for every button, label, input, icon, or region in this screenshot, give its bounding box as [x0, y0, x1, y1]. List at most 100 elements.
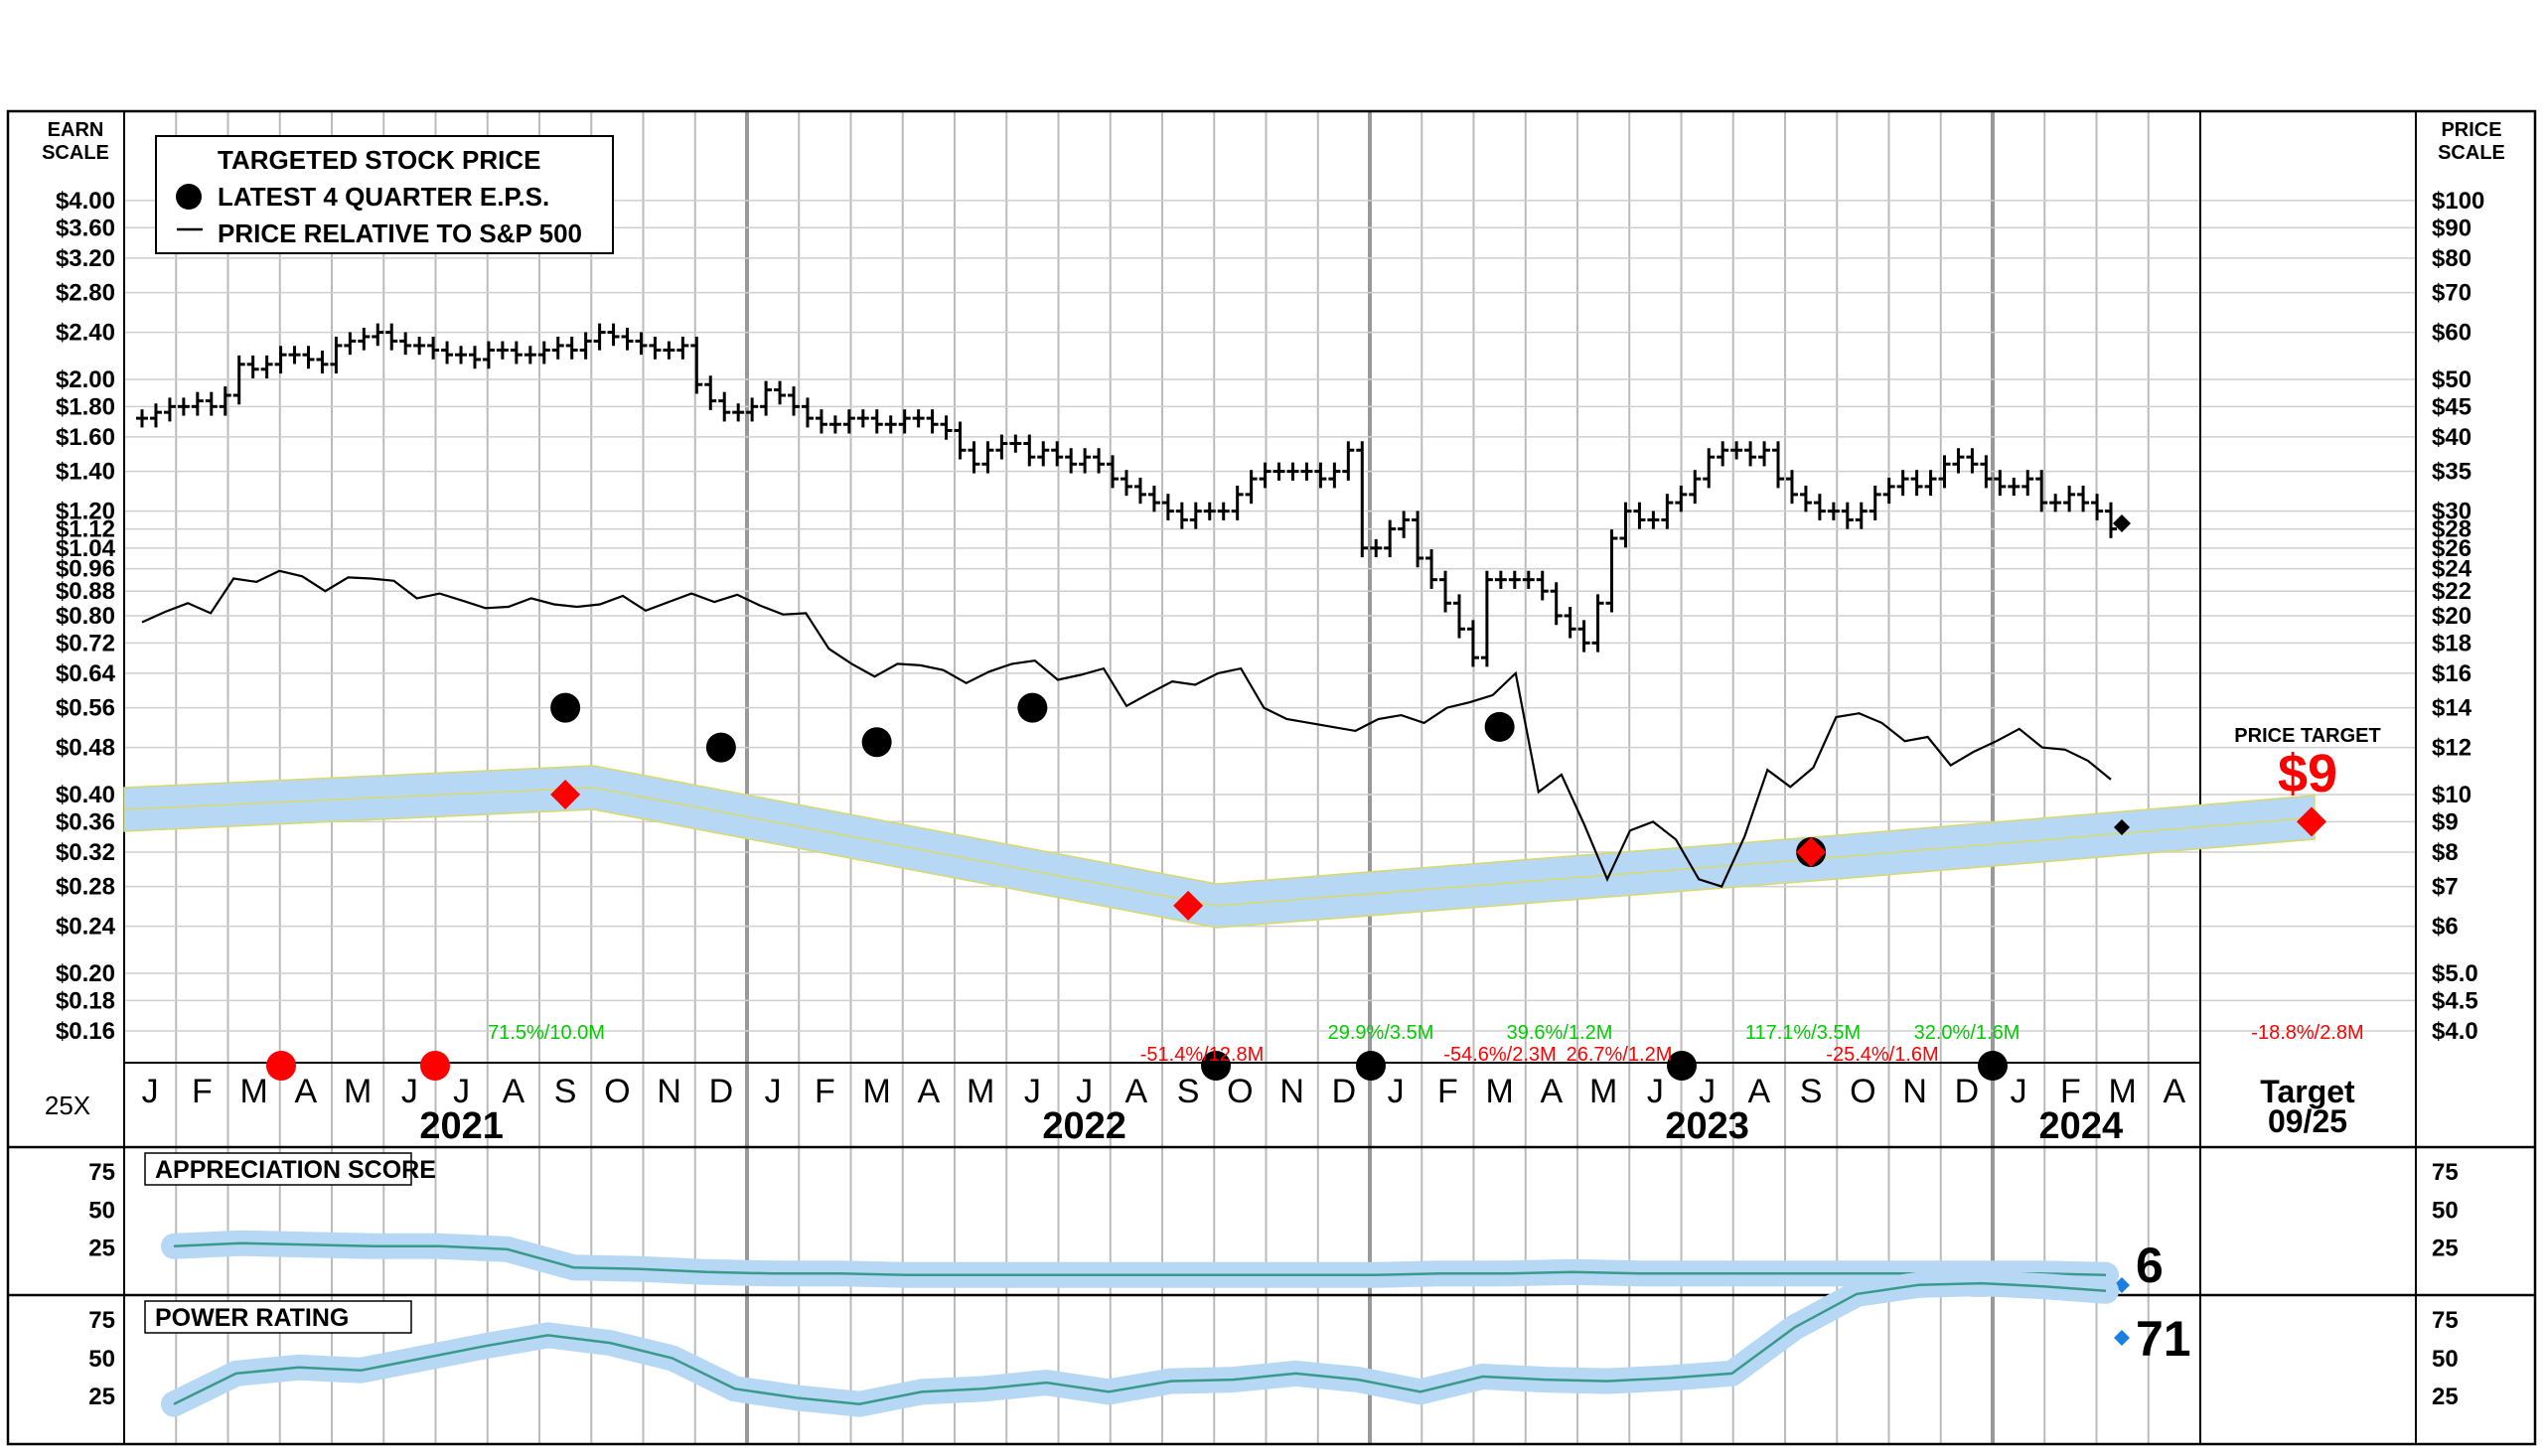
- annotation: -51.4%/12.8M: [1140, 1044, 1265, 1066]
- price-bar: [884, 415, 897, 434]
- earn-tick: $3.60: [56, 215, 115, 241]
- month-label: A: [2164, 1073, 2186, 1110]
- price-bar: [1121, 470, 1132, 497]
- price-bar: [302, 346, 315, 369]
- power-tick-left: 25: [88, 1383, 115, 1410]
- earn-tick: $2.00: [56, 366, 115, 393]
- price-bar: [1412, 510, 1424, 568]
- month-label: M: [1589, 1073, 1617, 1110]
- earn-tick: $0.96: [56, 556, 115, 583]
- annotation: -18.8%/2.8M: [2251, 1022, 2363, 1044]
- price-bar: [565, 336, 578, 360]
- annotation: -54.6%/2.3M: [1443, 1044, 1556, 1066]
- eps-circle: [1484, 711, 1515, 742]
- month-label: F: [2060, 1073, 2081, 1110]
- price-bar: [1203, 502, 1216, 520]
- target-label-1: Target: [2260, 1074, 2355, 1109]
- month-label: N: [1279, 1073, 1304, 1110]
- month-label: D: [1955, 1073, 1980, 1110]
- earn-tick: $0.16: [56, 1018, 115, 1045]
- price-bar: [149, 403, 162, 428]
- month-label: J: [1076, 1073, 1093, 1110]
- power-title: POWER RATING: [155, 1304, 349, 1332]
- price-bar: [1910, 470, 1923, 497]
- price-bar: [2049, 494, 2062, 512]
- earn-tick: $2.40: [56, 320, 115, 347]
- power-tick-right: 75: [2432, 1307, 2459, 1334]
- annotation: 26.7%/1.2M: [1567, 1044, 1673, 1066]
- price-target-value: $9: [2278, 744, 2337, 803]
- price-bar: [732, 403, 745, 422]
- month-label: F: [1437, 1073, 1458, 1110]
- legend-label: TARGETED STOCK PRICE: [218, 145, 541, 175]
- appreciation-tick-left: 50: [88, 1197, 115, 1224]
- eps-circle: [550, 692, 581, 723]
- price-bar: [163, 397, 176, 422]
- earn-tick: $0.36: [56, 808, 115, 835]
- price-bar: [1286, 462, 1299, 481]
- price-bar: [2035, 470, 2048, 512]
- earn-tick: $0.24: [56, 914, 116, 941]
- price-bar: [815, 409, 827, 434]
- price-bar: [593, 323, 606, 351]
- legend-label: LATEST 4 QUARTER E.P.S.: [218, 182, 549, 212]
- earn-tick: $0.72: [56, 630, 115, 656]
- month-label: J: [765, 1073, 782, 1110]
- price-tick: $5.0: [2432, 960, 2478, 987]
- month-label: J: [1024, 1073, 1041, 1110]
- price-bar: [358, 328, 371, 351]
- earn-tick: $0.40: [56, 782, 115, 808]
- price-bar: [177, 397, 190, 416]
- price-bar: [136, 409, 148, 428]
- month-label: D: [709, 1073, 734, 1110]
- price-tick: $90: [2432, 215, 2471, 241]
- price-bar: [2008, 477, 2020, 497]
- price-bar: [1051, 441, 1064, 467]
- earn-tick: $1.20: [56, 499, 115, 525]
- price-bar: [1896, 470, 1909, 497]
- price-bar: [1785, 470, 1798, 505]
- eps-circle: [1017, 692, 1048, 723]
- year-label: 2021: [419, 1105, 504, 1147]
- price-bar: [1772, 441, 1785, 489]
- annotation: 117.1%/3.5M: [1745, 1022, 1861, 1044]
- month-label: N: [1902, 1073, 1927, 1110]
- power-tick-right: 50: [2432, 1346, 2459, 1373]
- price-tick: $12: [2432, 735, 2471, 762]
- price-bar: [1107, 455, 1120, 489]
- axes: EARNSCALEPRICESCALE$4.00$3.60$3.20$2.80$…: [42, 119, 2505, 1147]
- price-tick: $10: [2432, 782, 2471, 808]
- price-bar: [1328, 462, 1341, 489]
- annotation: 32.0%/1.6M: [1914, 1022, 2020, 1044]
- price-bar: [981, 441, 994, 474]
- month-label: A: [918, 1073, 941, 1110]
- price-bar: [635, 332, 648, 356]
- lower-panels: 75 75 50 50 25 25 APPRECIATION SCORE 75 75 50 50 25…: [88, 1152, 2459, 1417]
- price-scale-title-1: PRICE: [2441, 119, 2501, 141]
- price-bar: [1758, 441, 1771, 467]
- price-bar: [579, 332, 592, 360]
- price-bar: [663, 341, 675, 360]
- legend-label: PRICE RELATIVE TO S&P 500: [218, 218, 582, 248]
- appreciation-title-box: [144, 1152, 412, 1186]
- price-bar: [1882, 477, 1895, 505]
- price-bar: [330, 336, 343, 374]
- target-band: [123, 765, 2316, 929]
- price-tick: $60: [2432, 320, 2471, 347]
- price-bar: [1827, 502, 1840, 520]
- annotation: -25.4%/1.6M: [1826, 1044, 1938, 1066]
- price-target-label: PRICE TARGET: [2234, 725, 2380, 747]
- price-bar: [1079, 448, 1092, 474]
- price-bar: [2077, 485, 2090, 512]
- earnings-black-circle: [1978, 1051, 2008, 1081]
- price-tick: $70: [2432, 280, 2471, 307]
- price-bar: [1799, 485, 1812, 512]
- price-bar: [1938, 455, 1951, 489]
- month-label: N: [657, 1073, 681, 1110]
- price-bar: [1633, 502, 1646, 529]
- power-tick-left: 75: [88, 1307, 115, 1334]
- month-label: A: [503, 1073, 525, 1110]
- price-tick: $20: [2432, 603, 2471, 630]
- price-bar: [232, 355, 245, 405]
